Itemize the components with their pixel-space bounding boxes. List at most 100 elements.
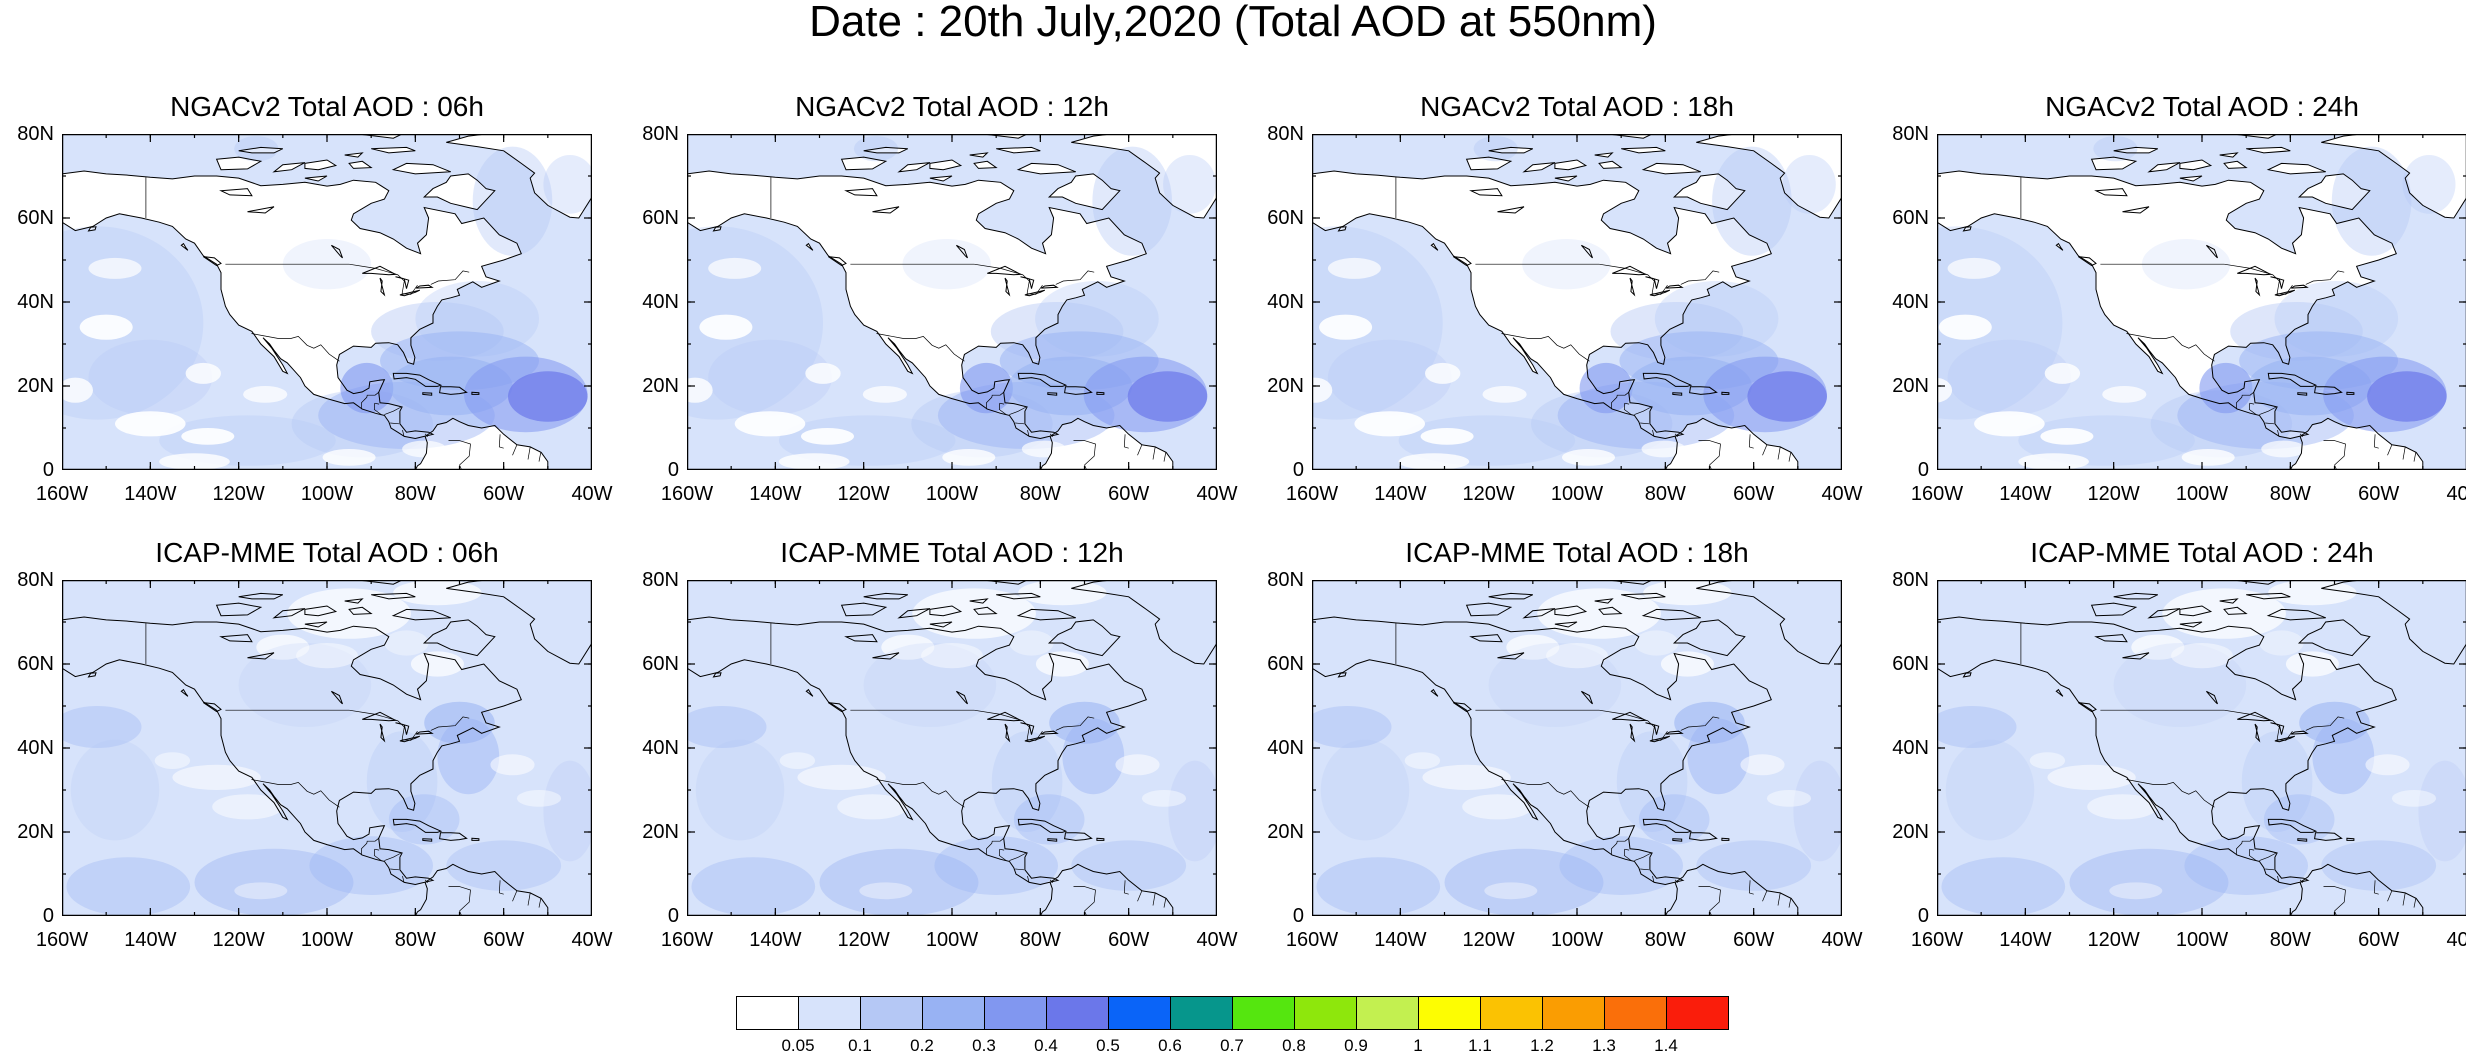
lon-tick-label: 60W	[1733, 483, 1775, 505]
lon-tick-label: 40W	[2446, 483, 2466, 505]
lat-tick-label: 60N	[642, 207, 679, 229]
lat-tick-label: 80N	[1892, 123, 1929, 145]
aod-field	[1937, 630, 2466, 916]
lon-tick-label: 100W	[925, 929, 979, 951]
lat-tick-label: 0	[1292, 905, 1304, 927]
colorbar-swatch	[798, 996, 861, 1030]
lon-tick-label: 160W	[35, 929, 89, 951]
tick-marks	[1312, 134, 1842, 470]
lat-tick-label: 40N	[1892, 291, 1929, 313]
aod-map-ngac-18h	[1312, 134, 1842, 470]
colorbar-label: 0.8	[1282, 1036, 1306, 1055]
lat-tick-label: 20N	[1892, 375, 1929, 397]
lat-tick-label: 20N	[1892, 821, 1929, 843]
lat-tick-label: 0	[667, 459, 679, 481]
lat-tick-label: 40N	[17, 291, 54, 313]
lat-tick-label: 80N	[642, 569, 679, 591]
map-svg	[62, 134, 592, 470]
lon-tick-label: 100W	[1550, 929, 1604, 951]
political-boundaries	[145, 623, 542, 916]
colorbar-swatch	[984, 996, 1047, 1030]
lon-tick-label: 60W	[1108, 929, 1150, 951]
lat-tick-label: 20N	[1267, 375, 1304, 397]
lat-tick-label: 40N	[1892, 737, 1929, 759]
colorbar-label: 1.2	[1530, 1036, 1554, 1055]
map-svg	[1312, 134, 1842, 470]
coastlines	[1937, 580, 2466, 916]
lat-tick-label: 60N	[1267, 653, 1304, 675]
colorbar-swatch	[1604, 996, 1667, 1030]
lon-tick-label: 40W	[571, 483, 613, 505]
lon-tick-label: 60W	[1733, 929, 1775, 951]
panel-title: NGACv2 Total AOD : 18h	[1420, 91, 1734, 122]
colorbar-label: 0.7	[1220, 1036, 1244, 1055]
colorbar-swatch	[1480, 996, 1543, 1030]
lat-tick-label: 20N	[17, 375, 54, 397]
lon-tick-label: 160W	[1285, 483, 1339, 505]
lon-tick-label: 120W	[2087, 483, 2140, 505]
lon-tick-label: 100W	[1550, 483, 1604, 505]
colorbar-swatch	[860, 996, 923, 1030]
panel-title: ICAP-MME Total AOD : 12h	[780, 537, 1124, 568]
political-boundaries	[770, 177, 1167, 470]
lon-tick-label: 80W	[1019, 929, 1061, 951]
aod-map-icap-06h	[62, 580, 592, 916]
lon-tick-label: 140W	[1999, 929, 2052, 951]
lat-tick-label: 40N	[1267, 737, 1304, 759]
low-aod-patch	[393, 580, 482, 606]
lat-tick-label: 80N	[1267, 123, 1304, 145]
tick-marks	[1312, 580, 1842, 916]
lon-tick-label: 160W	[1285, 929, 1339, 951]
panel-title: ICAP-MME Total AOD : 18h	[1405, 537, 1749, 568]
lat-tick-label: 0	[1917, 459, 1929, 481]
aod-field	[687, 630, 1217, 916]
lon-tick-label: 40W	[1196, 483, 1238, 505]
lat-tick-label: 40N	[17, 737, 54, 759]
colorbar-swatch	[1170, 996, 1233, 1030]
low-aod-patch	[1035, 651, 1089, 677]
lon-tick-label: 120W	[2087, 929, 2140, 951]
low-aod-patch	[1537, 588, 1661, 639]
coastlines	[1312, 134, 1842, 470]
lon-tick-label: 40W	[571, 929, 613, 951]
colorbar-label: 0.05	[781, 1036, 815, 1055]
lat-tick-label: 80N	[17, 569, 54, 591]
colorbar-swatch	[1542, 996, 1605, 1030]
panel-title: ICAP-MME Total AOD : 24h	[2030, 537, 2374, 568]
colorbar-swatch	[1232, 996, 1295, 1030]
colorbar-label: 1.4	[1654, 1036, 1678, 1055]
lon-tick-label: 140W	[124, 483, 177, 505]
political-boundaries	[770, 623, 1167, 916]
lat-tick-label: 0	[42, 905, 54, 927]
panel-title: NGACv2 Total AOD : 24h	[2045, 91, 2359, 122]
lon-tick-label: 140W	[749, 929, 802, 951]
tick-marks	[687, 580, 1217, 916]
lon-tick-label: 100W	[300, 483, 354, 505]
lon-tick-label: 120W	[837, 929, 890, 951]
colorbar-label: 0.9	[1344, 1036, 1368, 1055]
lat-tick-label: 60N	[1267, 207, 1304, 229]
aod-map-icap-18h	[1312, 580, 1842, 916]
tick-marks	[687, 134, 1217, 470]
low-aod-patch	[2268, 580, 2357, 606]
low-aod-patch	[912, 588, 1036, 639]
panel-title: NGACv2 Total AOD : 06h	[170, 91, 484, 122]
lon-tick-label: 120W	[1462, 929, 1515, 951]
lat-tick-label: 60N	[17, 207, 54, 229]
lon-tick-label: 160W	[660, 929, 714, 951]
lon-tick-label: 60W	[483, 929, 525, 951]
colorbar-swatch	[922, 996, 985, 1030]
map-svg	[1937, 580, 2466, 916]
lon-tick-label: 60W	[1108, 483, 1150, 505]
colorbar-label: 0.2	[910, 1036, 934, 1055]
lon-tick-label: 100W	[925, 483, 979, 505]
lon-tick-label: 60W	[2358, 929, 2400, 951]
lon-tick-label: 80W	[2269, 483, 2311, 505]
lon-tick-label: 60W	[2358, 483, 2400, 505]
lon-tick-label: 120W	[212, 483, 265, 505]
colorbar-label: 0.3	[972, 1036, 996, 1055]
coastlines	[1312, 580, 1842, 916]
land-fill	[1937, 134, 2466, 470]
lat-tick-label: 40N	[642, 737, 679, 759]
lon-tick-label: 140W	[1374, 483, 1427, 505]
